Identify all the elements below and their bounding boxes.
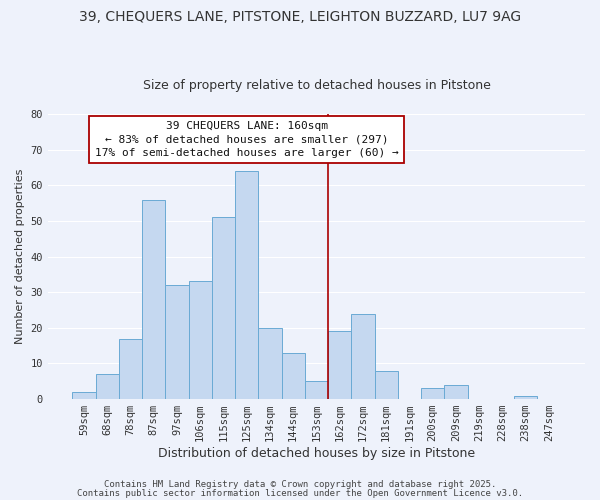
Bar bbox=[212, 218, 235, 399]
Bar bbox=[166, 285, 188, 399]
Bar bbox=[374, 370, 398, 399]
Bar bbox=[421, 388, 445, 399]
Bar bbox=[95, 374, 119, 399]
Bar bbox=[328, 332, 352, 399]
X-axis label: Distribution of detached houses by size in Pitstone: Distribution of detached houses by size … bbox=[158, 447, 475, 460]
Y-axis label: Number of detached properties: Number of detached properties bbox=[15, 169, 25, 344]
Text: 39 CHEQUERS LANE: 160sqm
← 83% of detached houses are smaller (297)
17% of semi-: 39 CHEQUERS LANE: 160sqm ← 83% of detach… bbox=[95, 121, 398, 158]
Bar bbox=[235, 171, 259, 399]
Bar bbox=[119, 338, 142, 399]
Text: 39, CHEQUERS LANE, PITSTONE, LEIGHTON BUZZARD, LU7 9AG: 39, CHEQUERS LANE, PITSTONE, LEIGHTON BU… bbox=[79, 10, 521, 24]
Bar bbox=[259, 328, 281, 399]
Bar bbox=[142, 200, 166, 399]
Bar bbox=[514, 396, 538, 399]
Text: Contains public sector information licensed under the Open Government Licence v3: Contains public sector information licen… bbox=[77, 488, 523, 498]
Bar bbox=[352, 314, 374, 399]
Bar bbox=[445, 385, 467, 399]
Bar bbox=[73, 392, 95, 399]
Bar bbox=[188, 282, 212, 399]
Bar bbox=[281, 353, 305, 399]
Bar bbox=[305, 382, 328, 399]
Text: Contains HM Land Registry data © Crown copyright and database right 2025.: Contains HM Land Registry data © Crown c… bbox=[104, 480, 496, 489]
Title: Size of property relative to detached houses in Pitstone: Size of property relative to detached ho… bbox=[143, 79, 490, 92]
